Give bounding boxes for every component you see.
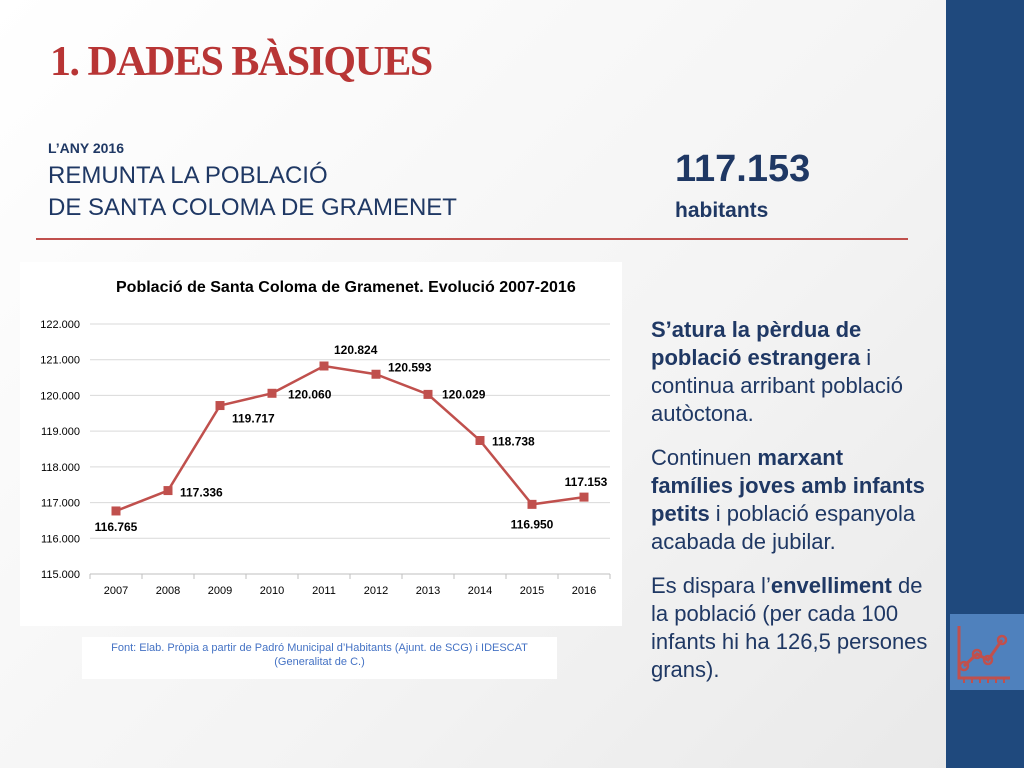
data-point-marker: [423, 389, 433, 399]
data-point-marker: [527, 499, 537, 509]
population-number: 117.153: [675, 148, 811, 190]
line-chart-icon: [950, 614, 1024, 690]
y-tick-label: 117.000: [41, 498, 80, 510]
source-line-2: (Generalitat de C.): [274, 656, 365, 668]
point-2-pre: Continuen: [651, 445, 758, 470]
point-2-bold: marxant famílies joves amb infants petit…: [651, 445, 925, 526]
source-line-1: Font: Elab. Pròpia a partir de Padró Mun…: [111, 642, 528, 654]
data-point-marker: [163, 486, 173, 496]
data-point-marker: [579, 492, 589, 502]
x-tick-label: 2011: [312, 585, 336, 597]
data-label: 119.717: [232, 412, 275, 426]
data-label: 118.738: [492, 435, 535, 449]
divider-line: [36, 238, 908, 240]
data-label: 117.153: [565, 475, 608, 489]
data-label: 120.029: [442, 387, 486, 401]
point-3-bold: envelliment: [770, 573, 892, 598]
chart-panel: Població de Santa Coloma de Gramenet. Ev…: [20, 262, 622, 626]
y-tick-label: 115.000: [41, 569, 80, 581]
chart-title: Població de Santa Coloma de Gramenet. Ev…: [116, 279, 576, 296]
y-tick-label: 120.000: [40, 390, 80, 402]
x-tick-label: 2014: [468, 585, 492, 597]
population-unit: habitants: [675, 199, 769, 222]
y-tick-label: 122.000: [40, 319, 80, 331]
point-3-pre: Es dispara l’: [651, 573, 771, 598]
data-point-marker: [319, 361, 329, 371]
source-note: Font: Elab. Pròpia a partir de Padró Mun…: [82, 637, 557, 679]
data-point-marker: [371, 369, 381, 379]
point-3-text: de la població (per cada 100 infants hi …: [651, 573, 928, 682]
kicker-year: L’ANY 2016: [48, 140, 125, 156]
x-tick-label: 2007: [104, 585, 128, 597]
y-tick-label: 116.000: [41, 533, 80, 545]
data-label: 120.824: [334, 343, 378, 357]
data-label: 116.765: [95, 520, 138, 534]
headline-line-2: DE SANTA COLOMA DE GRAMENET: [48, 194, 457, 221]
data-point-marker: [267, 388, 277, 398]
x-tick-label: 2010: [260, 585, 284, 597]
data-label: 120.060: [288, 387, 332, 401]
headline: REMUNTA LA POBLACIÓ DE SANTA COLOMA DE G…: [48, 160, 457, 224]
y-tick-label: 118.000: [41, 462, 80, 474]
y-tick-label: 119.000: [41, 426, 80, 438]
point-foreign-population: S’atura la pèrdua de població estrangera…: [651, 316, 931, 428]
population-line-chart: Població de Santa Coloma de Gramenet. Ev…: [40, 279, 611, 597]
point-ageing: Es dispara l’envelliment de la població …: [651, 572, 931, 684]
headline-line-1: REMUNTA LA POBLACIÓ: [48, 162, 328, 189]
data-point-marker: [111, 506, 121, 516]
data-point-marker: [475, 436, 485, 445]
data-label: 117.336: [180, 486, 223, 500]
data-label: 120.593: [388, 360, 432, 374]
x-tick-label: 2015: [520, 585, 544, 597]
x-tick-label: 2016: [572, 585, 596, 597]
data-label: 116.950: [511, 517, 554, 531]
data-point-marker: [215, 401, 225, 411]
point-families-leaving: Continuen marxant famílies joves amb inf…: [651, 444, 931, 556]
x-tick-label: 2008: [156, 585, 180, 597]
point-1-bold: S’atura la pèrdua de població estrangera: [651, 317, 862, 370]
x-tick-label: 2013: [416, 585, 440, 597]
key-points: S’atura la pèrdua de població estrangera…: [651, 316, 931, 700]
series-line: [115, 364, 585, 513]
x-tick-label: 2009: [208, 585, 232, 597]
x-tick-label: 2012: [364, 585, 388, 597]
slide-title: 1. DADES BÀSIQUES: [50, 39, 433, 85]
point-2-text: i població espanyola acabada de jubilar.: [651, 501, 916, 554]
y-tick-label: 121.000: [40, 355, 80, 367]
point-1-text: i continua arribant població autòctona.: [651, 345, 903, 426]
